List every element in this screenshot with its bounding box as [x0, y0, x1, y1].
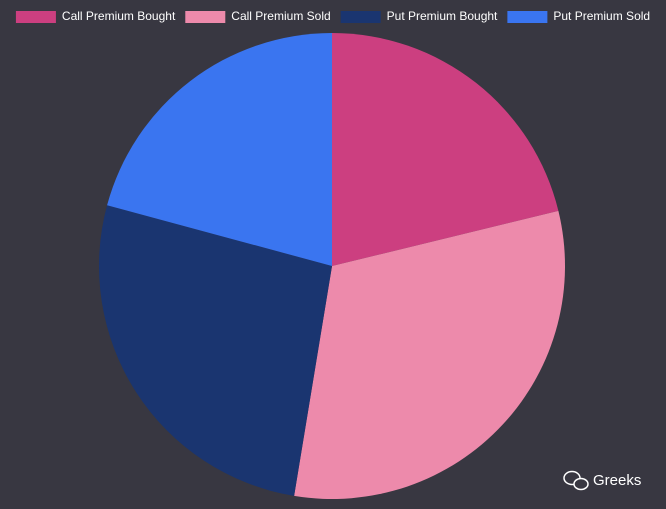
pie-slice: [332, 33, 559, 266]
legend-label: Put Premium Sold: [553, 9, 650, 23]
watermark: Greeks: [563, 470, 641, 491]
pie-slice: [294, 210, 565, 499]
legend-swatch: [507, 11, 548, 23]
pie-slice: [98, 205, 332, 496]
legend-label: Call Premium Bought: [62, 9, 176, 23]
legend-label: Call Premium Sold: [231, 9, 330, 23]
watermark-text: Greeks: [593, 472, 641, 489]
legend-swatch: [15, 11, 56, 23]
pie-slice: [107, 33, 333, 266]
legend-swatch: [340, 11, 381, 23]
legend-swatch: [185, 11, 226, 23]
watermark-icon: [573, 477, 589, 491]
legend-label: Put Premium Bought: [387, 9, 498, 23]
